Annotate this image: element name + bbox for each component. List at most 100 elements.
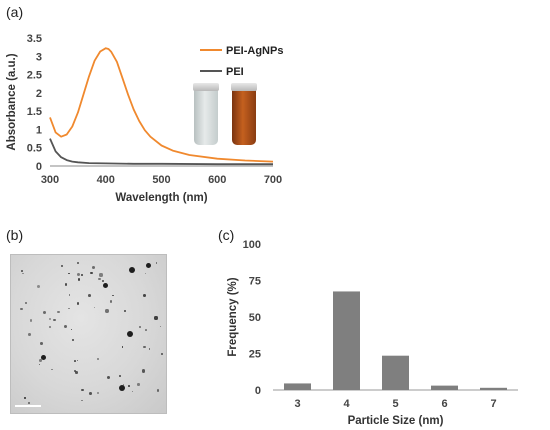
nanoparticle	[90, 272, 93, 275]
bar-size-5	[382, 355, 409, 390]
nanoparticle	[132, 390, 134, 393]
bar-size-6	[431, 385, 458, 390]
nanoparticle	[154, 316, 158, 320]
x-tick-label: 300	[41, 174, 59, 186]
nanoparticle	[53, 319, 56, 322]
nanoparticle	[138, 326, 141, 329]
y-tick-label: 0	[36, 161, 42, 173]
x-tick-label: 7	[490, 398, 496, 410]
nanoparticle	[128, 385, 130, 388]
clear-vial	[193, 83, 219, 145]
x-axis-title: Particle Size (nm)	[348, 415, 444, 427]
nanoparticle	[109, 299, 113, 303]
nanoparticle	[78, 278, 81, 281]
y-tick-label: 1.5	[27, 106, 42, 118]
nanoparticle	[148, 347, 151, 350]
nanoparticle	[80, 273, 84, 277]
x-tick-label: 500	[152, 174, 170, 186]
panel-label-a: (a)	[6, 4, 24, 20]
y-tick-label: 3.5	[27, 33, 42, 45]
nanoparticle	[20, 269, 23, 272]
scale-bar	[15, 405, 41, 407]
nanoparticle	[75, 371, 78, 374]
nanoparticle	[71, 339, 74, 342]
nanoparticle	[67, 272, 70, 275]
y-tick-label: 0	[255, 385, 261, 397]
nanoparticle	[64, 283, 68, 286]
nanoparticle	[98, 277, 101, 280]
series-line-pei-agnps	[49, 47, 274, 163]
x-tick-label: 5	[392, 398, 398, 410]
nanoparticle	[91, 266, 95, 270]
nanoparticle	[36, 284, 40, 288]
nanoparticle	[68, 307, 70, 310]
bar-size-3	[284, 383, 311, 390]
nanoparticle	[76, 302, 80, 305]
nanoparticle	[157, 389, 160, 392]
bar-size-4	[333, 291, 360, 390]
nanoparticle	[24, 301, 27, 304]
nanoparticle	[24, 397, 26, 399]
nanoparticle	[77, 262, 80, 265]
nanoparticle	[76, 273, 80, 277]
nanoparticle	[99, 273, 103, 277]
nanoparticle	[22, 272, 24, 275]
x-tick-label: 700	[264, 174, 282, 186]
legend-label: PEI-AgNPs	[226, 45, 283, 57]
nanoparticle	[28, 333, 31, 336]
x-tick-label: 600	[208, 174, 226, 186]
nanoparticle	[81, 399, 83, 401]
nanoparticle	[143, 294, 146, 297]
nanoparticle	[76, 359, 78, 361]
y-tick-label: 0.5	[27, 143, 42, 155]
nanoparticle	[96, 358, 99, 361]
nanoparticle	[159, 325, 162, 328]
nanoparticle	[145, 329, 147, 331]
large-particle	[129, 267, 135, 273]
y-tick-label: 50	[249, 312, 261, 324]
nanoparticle	[74, 360, 76, 362]
nanoparticle	[68, 294, 70, 296]
nanoparticle	[93, 306, 96, 309]
bar-size-7	[480, 387, 507, 390]
legend-label: PEI	[226, 66, 244, 78]
nanoparticle	[144, 273, 146, 275]
nanoparticle	[155, 262, 158, 264]
large-particle	[41, 355, 46, 360]
nanoparticle	[101, 280, 104, 282]
nanoparticle	[143, 346, 146, 349]
nanoparticle	[39, 359, 42, 362]
nanoparticle	[89, 392, 92, 396]
series-line-pei	[49, 138, 273, 166]
nanoparticle	[49, 326, 51, 328]
large-particle	[127, 331, 133, 337]
y-tick-label: 25	[249, 349, 261, 361]
nanoparticle	[88, 294, 92, 298]
nanoparticle	[61, 265, 63, 267]
panel-label-c: (c)	[218, 227, 235, 243]
nanoparticle	[160, 353, 163, 356]
y-axis-title: Absorbance (a.u.)	[6, 53, 18, 150]
nanoparticle	[106, 375, 111, 379]
nanoparticle	[81, 388, 84, 392]
x-tick-label: 4	[343, 398, 350, 410]
y-tick-label: 3	[36, 51, 42, 63]
y-tick-label: 1	[36, 124, 42, 136]
y-tick-label: 75	[249, 276, 261, 288]
tem-micrograph	[10, 254, 167, 414]
nanoparticle	[121, 346, 124, 348]
nanoparticle	[64, 324, 68, 328]
nanoparticle	[97, 391, 100, 394]
nanoparticle	[124, 309, 127, 313]
large-particle	[103, 283, 108, 288]
x-tick-label: 400	[97, 174, 115, 186]
y-axis-title: Frequency (%)	[227, 277, 239, 356]
x-tick-label: 6	[441, 398, 447, 410]
brown-vial	[231, 83, 257, 145]
panel-label-b: (b)	[6, 227, 24, 243]
nanoparticle	[49, 317, 52, 320]
nanoparticle	[70, 328, 72, 330]
nanoparticle	[51, 368, 53, 371]
y-tick-label: 100	[243, 239, 261, 251]
